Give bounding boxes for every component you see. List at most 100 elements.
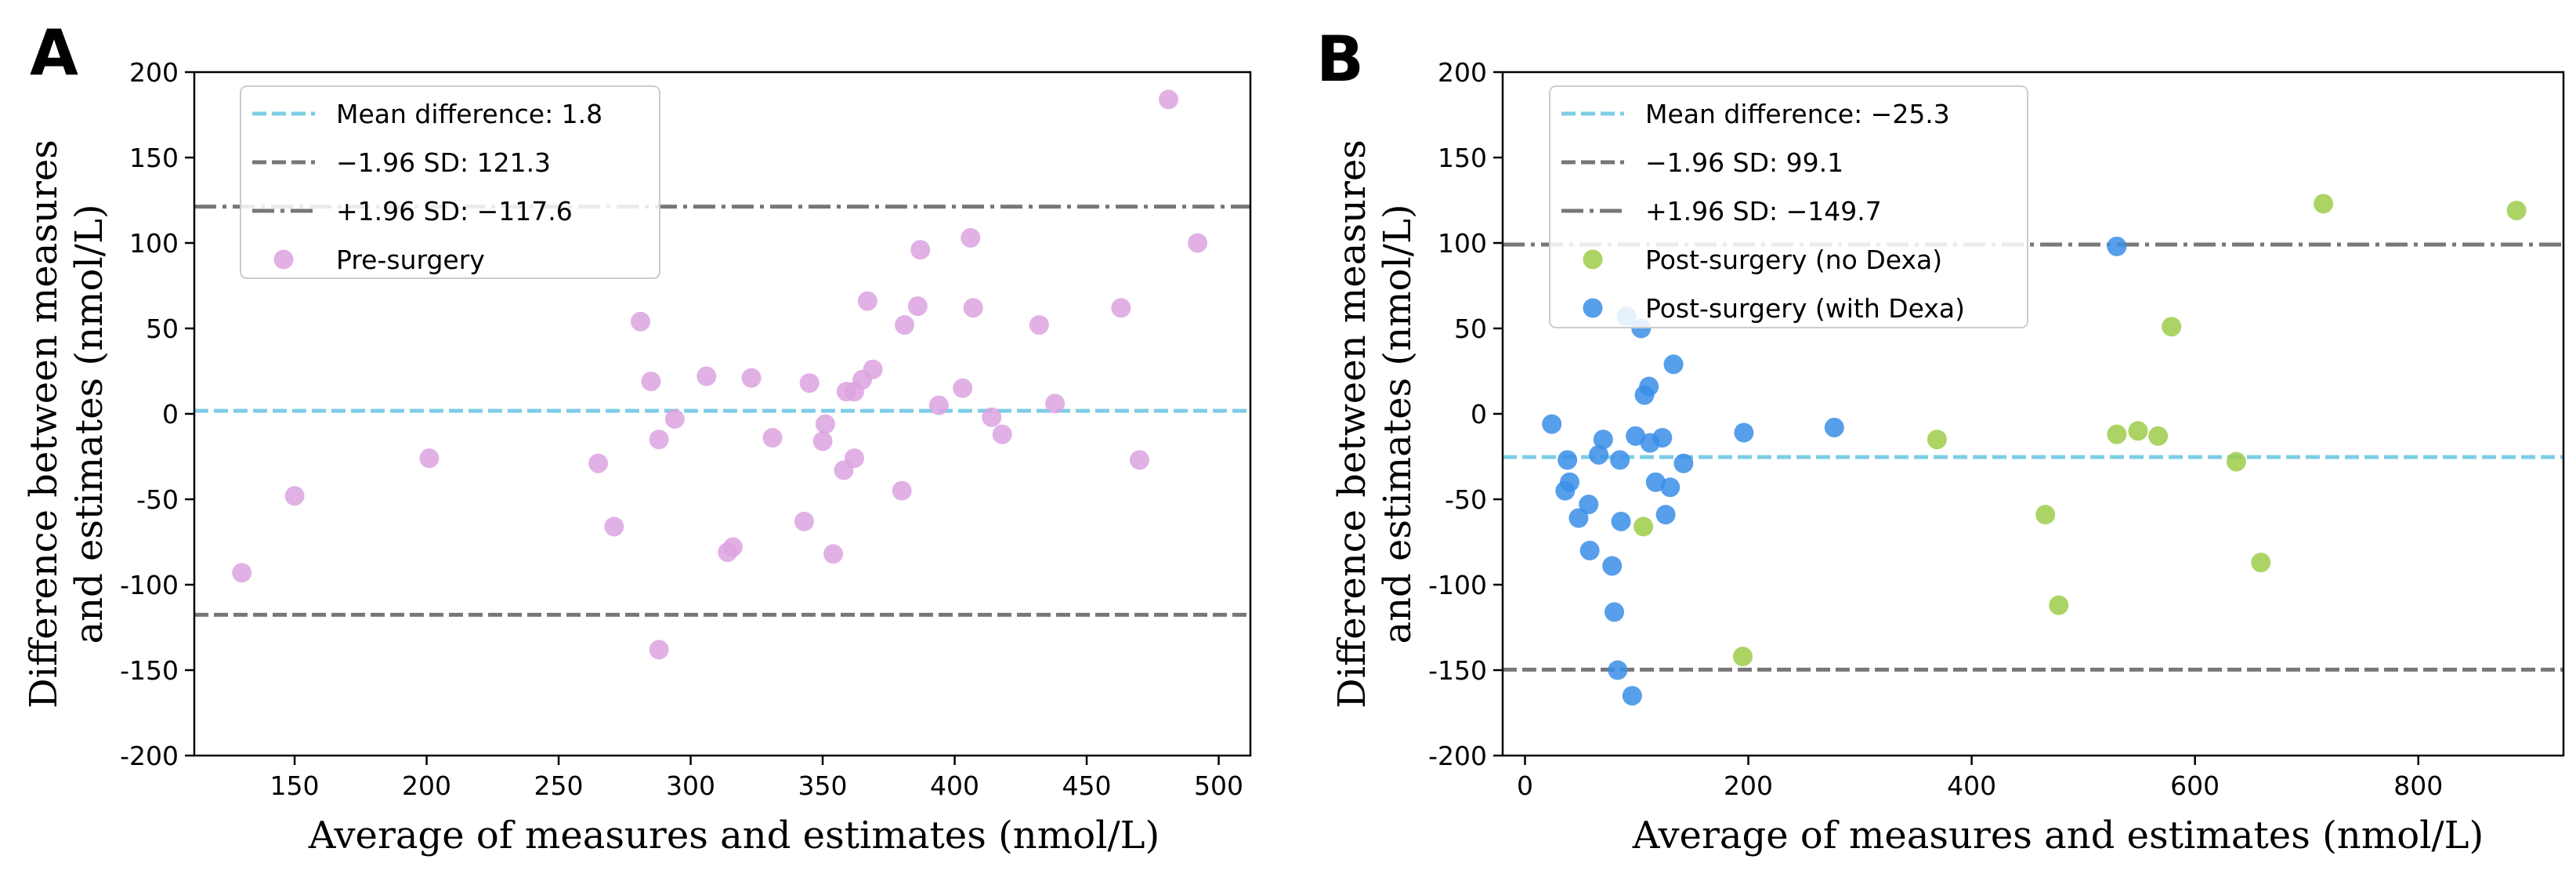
y-axis-label-line2: and estimates (nmol/L)	[1376, 204, 1420, 643]
legend-label: −1.96 SD: 121.3	[336, 147, 551, 178]
data-point-0	[895, 315, 915, 335]
data-point-0	[2162, 317, 2182, 337]
x-tick-label: 600	[2170, 770, 2220, 801]
data-point-1	[1626, 426, 1646, 446]
y-tick-label: 50	[146, 314, 179, 344]
data-point-0	[863, 359, 883, 379]
legend-box	[240, 85, 660, 279]
y-tick-label: -100	[120, 570, 179, 600]
data-point-0	[910, 240, 931, 260]
panel-letter-b: B	[1316, 23, 1364, 96]
data-point-1	[1734, 422, 1754, 443]
x-axis-label-a: Average of measures and estimates (nmol/…	[308, 814, 1160, 857]
legend-marker-0	[1583, 249, 1603, 270]
y-tick-label: -200	[1428, 741, 1487, 771]
data-point-0	[815, 414, 835, 434]
data-point-0	[649, 640, 669, 660]
legend-label: +1.96 SD: −117.6	[336, 196, 573, 227]
data-point-0	[232, 563, 252, 583]
data-point-1	[1542, 414, 1562, 434]
data-point-1	[1593, 430, 1613, 450]
y-tick-label: 100	[129, 228, 179, 259]
data-point-0	[845, 448, 864, 469]
data-point-0	[2128, 421, 2148, 441]
legend-label: +1.96 SD: −149.7	[1645, 196, 1882, 227]
data-point-0	[2506, 201, 2527, 221]
data-point-0	[907, 296, 928, 317]
data-point-0	[722, 537, 743, 557]
data-point-0	[604, 517, 624, 537]
legend-label: Mean difference: 1.8	[336, 99, 602, 129]
data-point-0	[2251, 553, 2271, 573]
data-point-0	[588, 453, 609, 473]
data-point-0	[928, 395, 949, 415]
data-point-0	[992, 424, 1012, 444]
y-tick-label: 50	[1454, 314, 1487, 344]
data-point-0	[963, 298, 983, 318]
legend-label: Mean difference: −25.3	[1645, 99, 1950, 129]
x-tick-label: 450	[1062, 770, 1112, 801]
x-tick-label: 300	[666, 770, 715, 801]
data-point-0	[1029, 315, 1049, 335]
y-tick-label: 150	[1438, 143, 1487, 173]
data-point-1	[1605, 602, 1625, 622]
data-point-1	[1579, 495, 1599, 515]
data-point-1	[1824, 417, 1844, 437]
panel-b: B Difference between measures and estima…	[1316, 23, 2565, 857]
x-axis-label-b: Average of measures and estimates (nmol/…	[1632, 814, 2484, 857]
data-point-0	[961, 227, 981, 248]
x-tick-label: 150	[270, 770, 320, 801]
data-point-0	[794, 511, 814, 531]
data-point-0	[982, 407, 1002, 427]
y-axis-label-line2: and estimates (nmol/L)	[67, 204, 111, 643]
data-point-0	[2226, 451, 2246, 472]
data-point-0	[2035, 505, 2056, 525]
data-point-0	[1045, 393, 1065, 414]
data-point-1	[1579, 540, 1600, 560]
data-point-0	[741, 368, 762, 388]
y-tick-label: -150	[120, 655, 179, 686]
data-point-1	[1660, 477, 1681, 498]
y-tick-label: -100	[1428, 570, 1487, 600]
x-tick-label: 800	[2393, 770, 2443, 801]
data-point-0	[1732, 647, 1753, 667]
legend-label: −1.96 SD: 99.1	[1645, 147, 1843, 178]
x-tick-label: 500	[1194, 770, 1243, 801]
y-axis-label-line1: Difference between measures	[22, 140, 66, 709]
x-tick-label: 200	[402, 770, 451, 801]
data-point-0	[696, 366, 717, 386]
data-point-0	[2107, 424, 2127, 444]
y-tick-label: 200	[129, 57, 179, 88]
legend-marker-0	[273, 249, 294, 270]
data-point-0	[812, 431, 833, 451]
data-point-0	[762, 428, 783, 448]
y-tick-label: 200	[1438, 57, 1487, 88]
data-point-0	[284, 486, 305, 506]
data-point-1	[1568, 508, 1589, 528]
data-point-0	[1188, 233, 1208, 253]
data-point-0	[1159, 89, 1179, 110]
legend-label: Post-surgery (no Dexa)	[1645, 245, 1942, 275]
y-axis-label-b: Difference between measures and estimate…	[1330, 140, 1420, 709]
data-point-0	[1129, 450, 1149, 470]
data-point-0	[2049, 595, 2069, 615]
x-tick-label: 350	[798, 770, 848, 801]
y-tick-label: -50	[136, 484, 179, 515]
data-point-0	[892, 480, 912, 501]
data-point-1	[1608, 660, 1628, 680]
y-tick-label: 100	[1438, 228, 1487, 259]
data-point-1	[1610, 450, 1630, 470]
data-point-1	[1622, 686, 1642, 706]
y-tick-label: -150	[1428, 655, 1487, 686]
data-point-1	[1673, 453, 1694, 473]
data-point-0	[2148, 426, 2169, 446]
data-point-1	[1655, 505, 1676, 525]
data-point-0	[1634, 517, 1654, 537]
data-point-0	[664, 409, 685, 430]
x-tick-label: 250	[534, 770, 584, 801]
data-point-0	[953, 378, 973, 398]
y-tick-label: 0	[1471, 399, 1487, 430]
data-point-0	[823, 544, 844, 564]
data-point-0	[641, 372, 661, 392]
